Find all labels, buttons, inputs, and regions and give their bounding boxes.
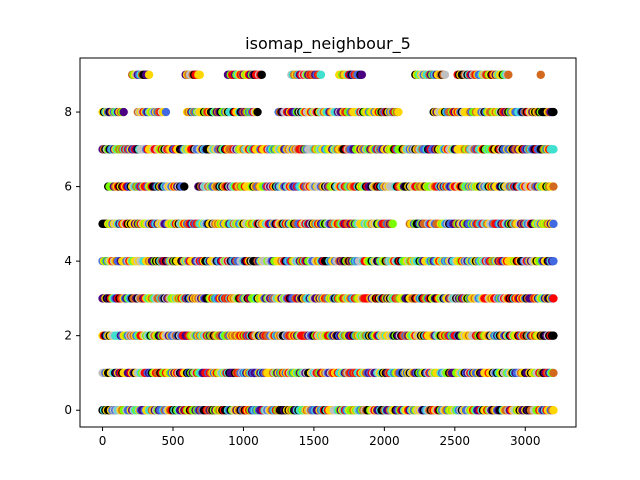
scatter-point [180,182,189,191]
scatter-point [257,70,266,79]
scatter-point [549,107,558,117]
y-tick-label: 0 [64,403,72,417]
scatter-point [504,70,513,79]
data-points [98,70,558,415]
scatter-point [440,70,450,79]
scatter-point [536,70,545,79]
scatter-point [161,107,171,117]
scatter-point [549,145,558,154]
plot-frame [79,57,577,428]
scatter-point [549,331,558,340]
x-tick-label: 2500 [440,434,471,448]
x-tick-label: 500 [162,434,185,448]
scatter-point [388,219,398,229]
scatter-point [549,406,558,415]
scatter-point [549,256,558,266]
scatter-point [144,70,154,79]
x-tick-label: 0 [99,434,107,448]
scatter-point [253,107,262,117]
scatter-point [549,219,558,229]
y-tick-label: 2 [64,329,72,343]
x-axis: 0 500 1000 1500 2000 2500 3000 [99,427,541,448]
x-tick-label: 3000 [510,434,541,448]
scatter-point [549,368,558,378]
scatter-point [549,182,558,191]
x-tick-label: 1000 [228,434,259,448]
y-tick-label: 4 [64,254,72,268]
scatter-point [357,70,367,79]
chart-title: isomap_neighbour_5 [245,34,411,54]
scatter-point [316,70,326,79]
y-tick-label: 8 [64,105,72,119]
y-axis: 0 2 4 6 8 [64,105,80,417]
scatter-point [119,107,128,117]
scatter-point [394,107,403,117]
x-tick-label: 2000 [369,434,400,448]
scatter-point [195,70,204,79]
scatter-point [549,294,558,303]
x-tick-label: 1500 [299,434,330,448]
y-tick-label: 6 [64,180,72,194]
